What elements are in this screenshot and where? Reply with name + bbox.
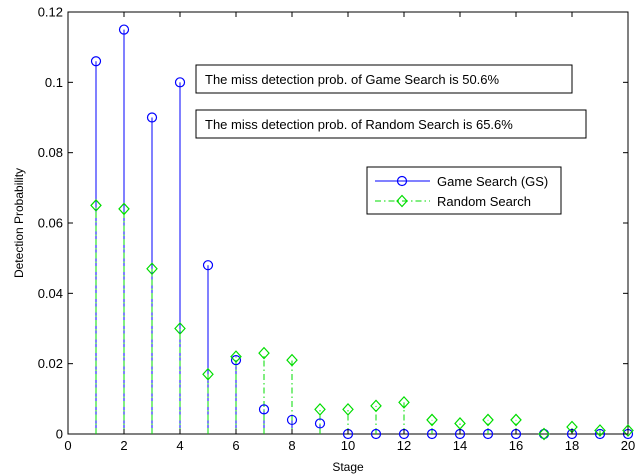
marker-game-search-gs-9: [314, 418, 326, 429]
marker-game-search-gs-8: [286, 414, 298, 426]
y-tick-label-3: 0.06: [38, 216, 63, 231]
x-tick-label-0: 0: [64, 438, 71, 453]
marker-random-search-8: [286, 353, 298, 367]
marker-random-search-13: [426, 413, 438, 427]
x-tick-label-8: 8: [288, 438, 295, 453]
marker-random-search-20: [622, 424, 634, 437]
y-axis-label: Detection Probability: [12, 168, 26, 278]
legend-marker-random-search: [396, 194, 408, 208]
marker-random-search-5: [202, 367, 214, 381]
x-tick-label-4: 4: [176, 438, 183, 453]
annotation-frame-game-search: [195, 64, 573, 94]
ticks-layer: 0 2 4 6 8 10 12 14 16 18 20 0 0.02 0.04 0.06 0.08 0.1 0.1…: [38, 5, 636, 454]
x-tick-label-10: 10: [341, 438, 355, 453]
annotation-text-game-search: The miss detection prob. of Game Search …: [205, 72, 500, 87]
marker-game-search-gs-6: [230, 355, 242, 366]
marker-game-search-gs-1: [90, 56, 102, 67]
y-tick-label-5: 0.1: [45, 75, 63, 90]
y-tick-label-2: 0.04: [38, 286, 63, 301]
marker-game-search-gs-7: [258, 404, 270, 415]
marker-game-search-gs-15: [482, 428, 494, 440]
marker-random-search-11: [370, 399, 382, 413]
x-tick-label-16: 16: [509, 438, 523, 453]
y-tick-label-1: 0.02: [38, 356, 63, 371]
x-tick-label-6: 6: [232, 438, 239, 453]
marker-game-search-gs-4: [174, 77, 186, 88]
marker-random-search-19: [594, 424, 606, 437]
marker-random-search-15: [482, 413, 494, 427]
marker-game-search-gs-19: [594, 428, 606, 440]
marker-game-search-gs-11: [370, 428, 382, 440]
x-tick-label-12: 12: [397, 438, 411, 453]
x-tick-label-2: 2: [120, 438, 127, 453]
annotation-box-random-search: The miss detection prob. of Random Searc…: [195, 109, 587, 139]
legend: Game Search (GS) Random Search: [366, 166, 562, 215]
marker-random-search-9: [314, 402, 326, 416]
legend-frame: [366, 166, 562, 215]
annotation-frame-random-search: [195, 109, 587, 139]
marker-game-search-gs-2: [118, 24, 130, 35]
y-tick-label-0: 0: [56, 427, 63, 442]
x-tick-label-20: 20: [621, 438, 635, 453]
marker-random-search-2: [118, 202, 130, 216]
legend-label-random-search: Random Search: [437, 194, 531, 209]
marker-game-search-gs-5: [202, 260, 214, 271]
x-axis-label: Stage: [332, 460, 364, 474]
marker-random-search-7: [258, 346, 270, 360]
marker-random-search-4: [174, 322, 186, 335]
marker-random-search-12: [398, 395, 410, 409]
marker-random-search-10: [342, 402, 354, 416]
marker-game-search-gs-3: [146, 112, 158, 123]
marker-random-search-17: [538, 427, 550, 441]
x-tick-label-18: 18: [565, 438, 579, 453]
legend-label-game-search: Game Search (GS): [437, 174, 548, 189]
x-tick-label-14: 14: [453, 438, 467, 453]
marker-game-search-gs-13: [426, 428, 438, 440]
y-tick-label-6: 0.12: [38, 5, 63, 20]
marker-random-search-16: [510, 413, 522, 427]
annotation-text-random-search: The miss detection prob. of Random Searc…: [205, 117, 513, 132]
y-tick-label-4: 0.08: [38, 145, 63, 160]
legend-marker-game-search: [396, 175, 408, 187]
annotation-box-game-search: The miss detection prob. of Game Search …: [195, 64, 573, 94]
marker-random-search-3: [146, 262, 158, 276]
marker-random-search-1: [90, 199, 102, 212]
marker-random-search-14: [454, 417, 466, 430]
marker-random-search-6: [230, 350, 242, 364]
